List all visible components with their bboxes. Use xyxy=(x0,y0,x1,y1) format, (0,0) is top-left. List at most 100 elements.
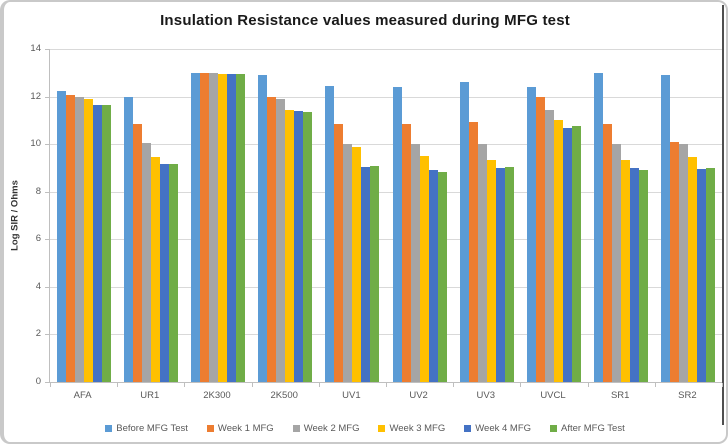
bar-UVCL-after-mfg-test xyxy=(572,126,581,382)
y-tick-label: 4 xyxy=(35,280,41,292)
y-tick-label: 2 xyxy=(35,328,41,340)
x-axis-tick xyxy=(184,383,186,387)
y-tick-label: 8 xyxy=(35,185,41,197)
category-label-uv1: UV1 xyxy=(342,390,361,401)
bar-UVCL-week-1-mfg xyxy=(536,96,545,382)
bar-UV3-week-2-mfg xyxy=(477,144,487,382)
bar-AFA-week-1-mfg xyxy=(65,95,75,382)
bar-2K500-week-4-mfg xyxy=(294,110,304,382)
bar-UR1-week-1-mfg xyxy=(132,123,142,382)
legend-marker-icon xyxy=(206,425,214,432)
y-tick-label: 6 xyxy=(35,233,41,245)
x-axis-tick xyxy=(386,383,387,387)
bar-SR2-week-2-mfg xyxy=(679,144,689,382)
bar-UVCL-week-2-mfg xyxy=(545,109,554,382)
bar-UV3-after-mfg-test xyxy=(504,166,514,382)
bar-SR2-before-mfg-test xyxy=(661,75,671,382)
bar-UR1-week-3-mfg xyxy=(150,157,160,382)
x-axis-tick xyxy=(654,383,656,387)
bar-2K300-week-3-mfg xyxy=(218,73,227,382)
legend-item-week-4-mfg: Week 4 MFG xyxy=(464,423,531,434)
bar-UV3-week-3-mfg xyxy=(486,159,496,382)
bar-UV1-week-2-mfg xyxy=(343,144,353,382)
legend-label: Week 2 MFG xyxy=(303,423,360,434)
gridline xyxy=(50,49,722,50)
x-axis-tick xyxy=(722,383,723,387)
bar-UR1-week-4-mfg xyxy=(159,164,169,382)
bar-2K500-week-1-mfg xyxy=(267,96,277,382)
bar-SR1-after-mfg-test xyxy=(639,170,649,382)
gridline xyxy=(50,286,722,288)
bar-2K300-after-mfg-test xyxy=(236,73,245,382)
bar-AFA-week-2-mfg xyxy=(74,96,84,382)
bar-UV2-after-mfg-test xyxy=(437,171,447,382)
legend-marker-icon xyxy=(464,425,472,432)
x-axis-tick xyxy=(50,383,51,387)
bar-UV3-week-1-mfg xyxy=(468,121,478,382)
bar-AFA-after-mfg-test xyxy=(101,104,111,382)
bar-SR2-week-1-mfg xyxy=(670,141,680,382)
category-label-sr2: SR2 xyxy=(678,390,697,401)
x-axis-tick xyxy=(117,383,119,387)
category-label-uv3: UV3 xyxy=(476,390,496,401)
category-label-ur1: UR1 xyxy=(140,390,160,401)
bar-UV1-week-4-mfg xyxy=(361,166,371,382)
bar-UV3-before-mfg-test xyxy=(459,82,469,382)
y-axis-tick xyxy=(45,382,49,383)
y-axis-tick xyxy=(45,239,49,241)
plot-area xyxy=(49,49,722,383)
bar-UV2-week-2-mfg xyxy=(410,144,420,382)
y-axis-tick xyxy=(45,49,49,50)
legend: Before MFG Test Week 1 MFG Week 2 MFG Week … xyxy=(4,423,726,434)
window-right-edge xyxy=(722,5,724,425)
bar-UR1-week-2-mfg xyxy=(141,142,151,382)
bar-2K300-week-4-mfg xyxy=(227,73,236,382)
bar-UV1-week-3-mfg xyxy=(352,146,362,382)
bar-SR2-after-mfg-test xyxy=(706,167,716,382)
bar-SR2-week-3-mfg xyxy=(688,157,698,382)
legend-marker-icon xyxy=(378,425,386,432)
bar-2K500-after-mfg-test xyxy=(303,112,313,382)
y-axis-tick xyxy=(45,334,49,336)
bar-UVCL-week-3-mfg xyxy=(554,120,563,382)
y-axis-title: Log SIR / Ohms xyxy=(9,180,21,251)
category-label-2k500: 2K500 xyxy=(270,390,298,401)
legend-label: Week 3 MFG xyxy=(389,423,446,434)
bar-UR1-after-mfg-test xyxy=(168,164,178,382)
gridline xyxy=(50,334,722,336)
bar-2K500-before-mfg-test xyxy=(258,75,268,382)
y-axis-tick xyxy=(45,286,49,288)
category-label-sr1: SR1 xyxy=(610,390,630,401)
bar-UV2-before-mfg-test xyxy=(392,87,402,382)
bar-SR1-week-1-mfg xyxy=(603,123,613,382)
bar-UV1-before-mfg-test xyxy=(325,85,335,382)
bar-UR1-before-mfg-test xyxy=(123,96,133,382)
legend-item-week-1-mfg: Week 1 MFG xyxy=(206,423,274,434)
x-axis-tick xyxy=(587,383,589,387)
y-axis-tick xyxy=(45,96,49,98)
legend-marker-icon xyxy=(550,425,558,432)
category-label-uvcl: UVCL xyxy=(540,390,566,401)
chart-title: Insulation Resistance values measured du… xyxy=(160,12,570,29)
bar-UV2-week-3-mfg xyxy=(419,156,429,382)
bar-SR1-before-mfg-test xyxy=(594,72,604,382)
bar-SR2-week-4-mfg xyxy=(697,169,707,382)
gridline xyxy=(50,96,722,98)
bar-AFA-before-mfg-test xyxy=(56,90,66,382)
bar-UV2-week-1-mfg xyxy=(401,123,411,382)
x-axis-tick xyxy=(318,383,320,387)
x-axis-tick xyxy=(520,383,522,387)
legend-label: Week 1 MFG xyxy=(217,423,274,434)
bar-UV3-week-4-mfg xyxy=(495,167,505,382)
bar-AFA-week-3-mfg xyxy=(83,98,93,382)
y-tick-label: 0 xyxy=(35,376,41,387)
bar-2K500-week-3-mfg xyxy=(285,109,295,382)
bar-AFA-week-4-mfg xyxy=(92,104,102,382)
x-axis-tick xyxy=(453,383,455,387)
bar-SR1-week-2-mfg xyxy=(612,144,622,382)
legend-label: Before MFG Test xyxy=(116,423,188,434)
y-tick-label: 14 xyxy=(30,43,41,54)
y-axis-tick xyxy=(45,144,49,146)
bar-UV1-week-1-mfg xyxy=(334,123,344,382)
